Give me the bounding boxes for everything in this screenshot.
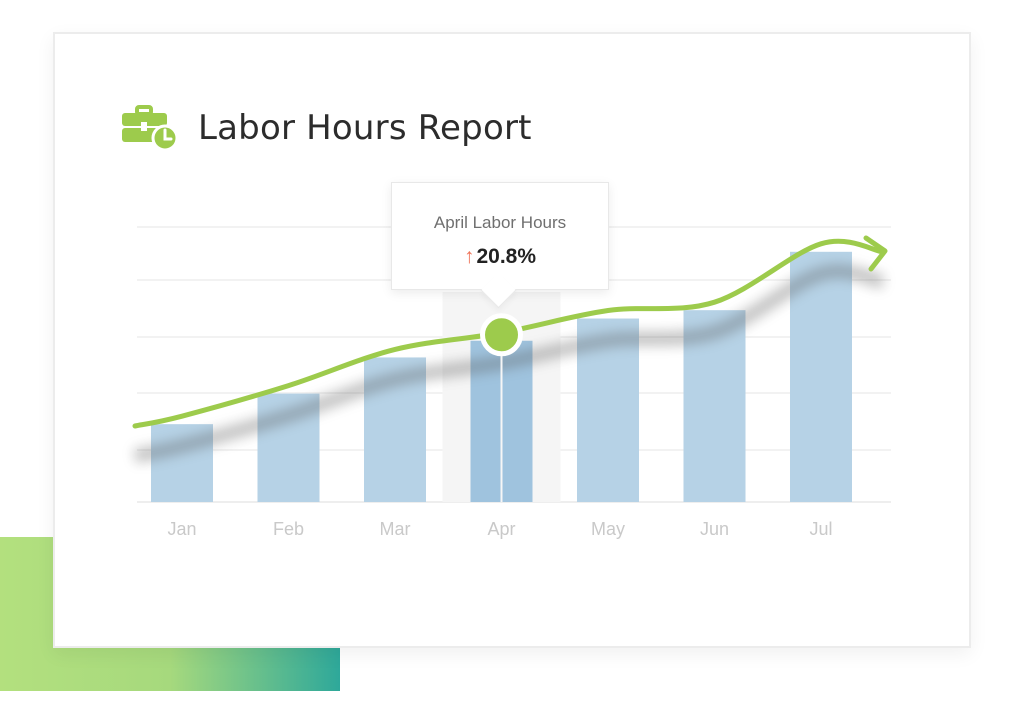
x-label-jun: Jun xyxy=(700,519,729,539)
highlight-marker[interactable] xyxy=(480,313,523,357)
tooltip-value: ↑20.8% xyxy=(392,245,608,269)
tooltip-title: April Labor Hours xyxy=(433,213,567,232)
briefcase-clock-icon xyxy=(122,105,179,151)
x-label-mar: Mar xyxy=(380,519,411,539)
card-header: Labor Hours Report xyxy=(122,100,532,156)
x-label-jul: Jul xyxy=(809,519,832,539)
page-title: Labor Hours Report xyxy=(198,108,532,148)
report-card: Labor Hours Report Jan Feb Mar Apr May Jun Jul… xyxy=(53,32,971,648)
x-label-may: May xyxy=(591,519,625,539)
chart-x-labels: Jan Feb Mar Apr May Jun Jul xyxy=(167,519,832,539)
bar-jul[interactable] xyxy=(790,251,852,502)
tooltip: April Labor Hours ↑20.8% xyxy=(391,182,609,290)
x-label-feb: Feb xyxy=(273,519,304,539)
x-label-jan: Jan xyxy=(167,519,196,539)
tooltip-change: 20.8% xyxy=(476,245,537,268)
chart-trend xyxy=(132,235,888,502)
labor-hours-chart: Jan Feb Mar Apr May Jun Jul xyxy=(132,226,891,539)
up-arrow-icon: ↑ xyxy=(463,245,475,268)
x-label-apr: Apr xyxy=(487,519,515,539)
trend-arrowhead xyxy=(863,235,888,272)
